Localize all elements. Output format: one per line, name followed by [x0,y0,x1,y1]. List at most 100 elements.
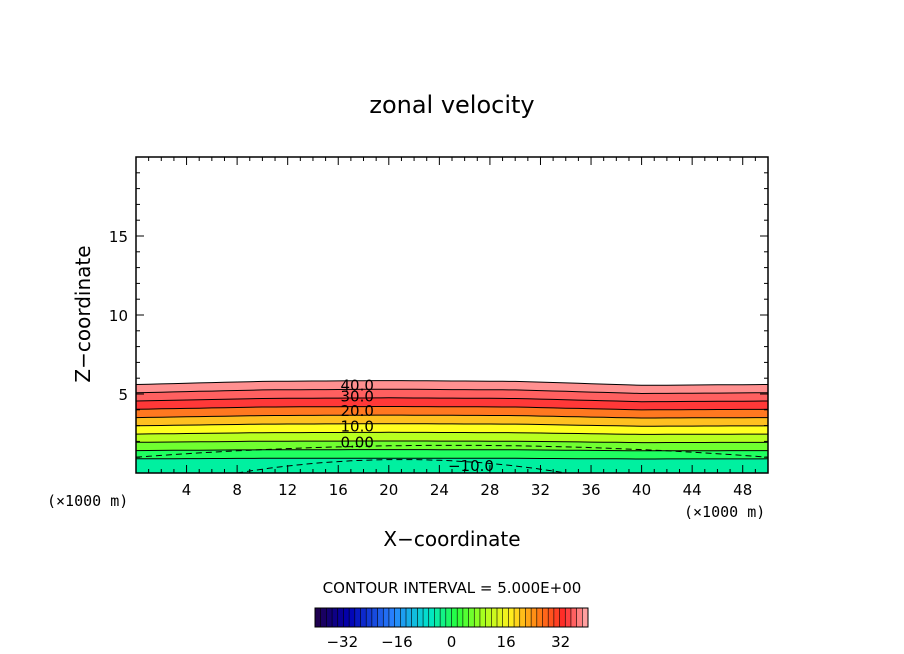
x-axis-label: X−coordinate [383,527,520,551]
colorbar-cell [468,608,475,627]
colorbar-cell [451,608,458,627]
colorbar-cell [514,608,521,627]
colorbar-tick-label: −32 [326,633,358,651]
x-tick-label: 32 [531,481,550,499]
colorbar-cell [445,608,452,627]
colorbar-cell [343,608,350,627]
colorbar-cell [332,608,339,627]
colorbar-cell [434,608,441,627]
x-unit-left: (×1000 m) [47,492,128,510]
colorbar-cell [337,608,344,627]
y-tick-label: 10 [109,307,128,325]
x-tick-label: 16 [329,481,348,499]
colorbar-cell [502,608,509,627]
colorbar-cell [423,608,430,627]
colorbar-cell [400,608,407,627]
contour-line [135,397,769,403]
dashed-contour [237,459,566,474]
x-tick-label: 28 [480,481,499,499]
colorbar-cell [457,608,464,627]
contour-band [136,432,768,443]
colorbar-cell [548,608,555,627]
colorbar-cell [485,608,492,627]
colorbar-tick-label: 32 [551,633,570,651]
colorbar-cell [354,608,361,627]
plot-area: 40.030.020.010.00.00−10.04 8 12 16 20 24 28 32 3… [109,156,769,499]
contour-label: 30.0 [340,388,373,406]
contour-band [136,389,768,402]
contour-line [135,406,769,411]
colorbar: −32 −16 0 16 32 [314,607,589,651]
contour-band [136,397,768,410]
colorbar-cell [428,608,435,627]
colorbar-cell [559,608,566,627]
colorbar-cell [531,608,538,627]
contour-line [135,414,768,419]
colorbar-cell [371,608,379,627]
colorbar-cell [383,608,390,627]
colorbar-cell [570,608,578,627]
colorbar-cell [394,608,401,627]
colorbar-cell [525,608,532,627]
contour-band [136,449,768,459]
contour-interval-text: CONTOUR INTERVAL = 5.000E+00 [323,579,582,597]
colorbar-cell [320,608,327,627]
colorbar-cell [360,608,367,627]
colorbar-cell [553,608,561,627]
contour-band [136,380,768,394]
colorbar-cell [519,608,526,627]
colorbar-tick-label: 16 [497,633,516,651]
colorbar-frame [314,607,589,628]
contour-line [135,423,769,427]
x-tick-label: 24 [430,481,449,499]
contour-label: 10.0 [340,418,373,436]
colorbar-cell [582,608,589,627]
colorbar-cell [497,608,504,627]
contour-line [136,457,769,460]
x-tick-label: 8 [232,481,242,499]
contour-label: 40.0 [340,377,373,395]
x-tick-label: 4 [182,481,192,499]
colorbar-cell [536,608,543,627]
colorbar-cell [565,608,572,627]
colorbar-cell [542,608,549,627]
contour-line [135,449,768,452]
colorbar-cell [388,608,396,627]
colorbar-cell [491,608,498,627]
x-unit-right: (×1000 m) [684,503,765,521]
colorbar-cell [411,608,418,627]
colorbar-cell [366,608,373,627]
contour-band [136,423,768,435]
x-tick-label: 48 [733,481,752,499]
contour-label: −10.0 [448,457,494,475]
colorbar-tick-label: 0 [447,633,457,651]
x-tick-label: 36 [581,481,600,499]
contour-line [135,440,769,444]
colorbar-cell [326,608,333,627]
contour-line [135,380,769,386]
x-tick-label: 20 [379,481,398,499]
contour-line [135,431,768,435]
colorbar-cell [315,608,322,627]
colorbar-cell [508,608,515,627]
contour-band [136,458,768,473]
y-tick-label: 5 [118,386,128,404]
colorbar-cell [479,608,487,627]
contour-line [135,388,768,395]
colorbar-cell [576,608,583,627]
colorbar-cell [377,608,384,627]
y-axis-label: Z−coordinate [71,245,95,382]
chart-title: zonal velocity [369,91,534,119]
x-tick-label: 40 [632,481,651,499]
colorbar-cell [406,608,413,627]
contour-label: 0.00 [340,433,373,451]
colorbar-cell [417,608,424,627]
colorbar-cell [440,608,447,627]
colorbar-tick-label: −16 [381,633,413,651]
contour-label: 20.0 [340,402,373,420]
x-tick-label: 44 [683,481,702,499]
colorbar-cell [349,608,356,627]
x-tick-label: 12 [278,481,297,499]
colorbar-cell [474,608,481,627]
